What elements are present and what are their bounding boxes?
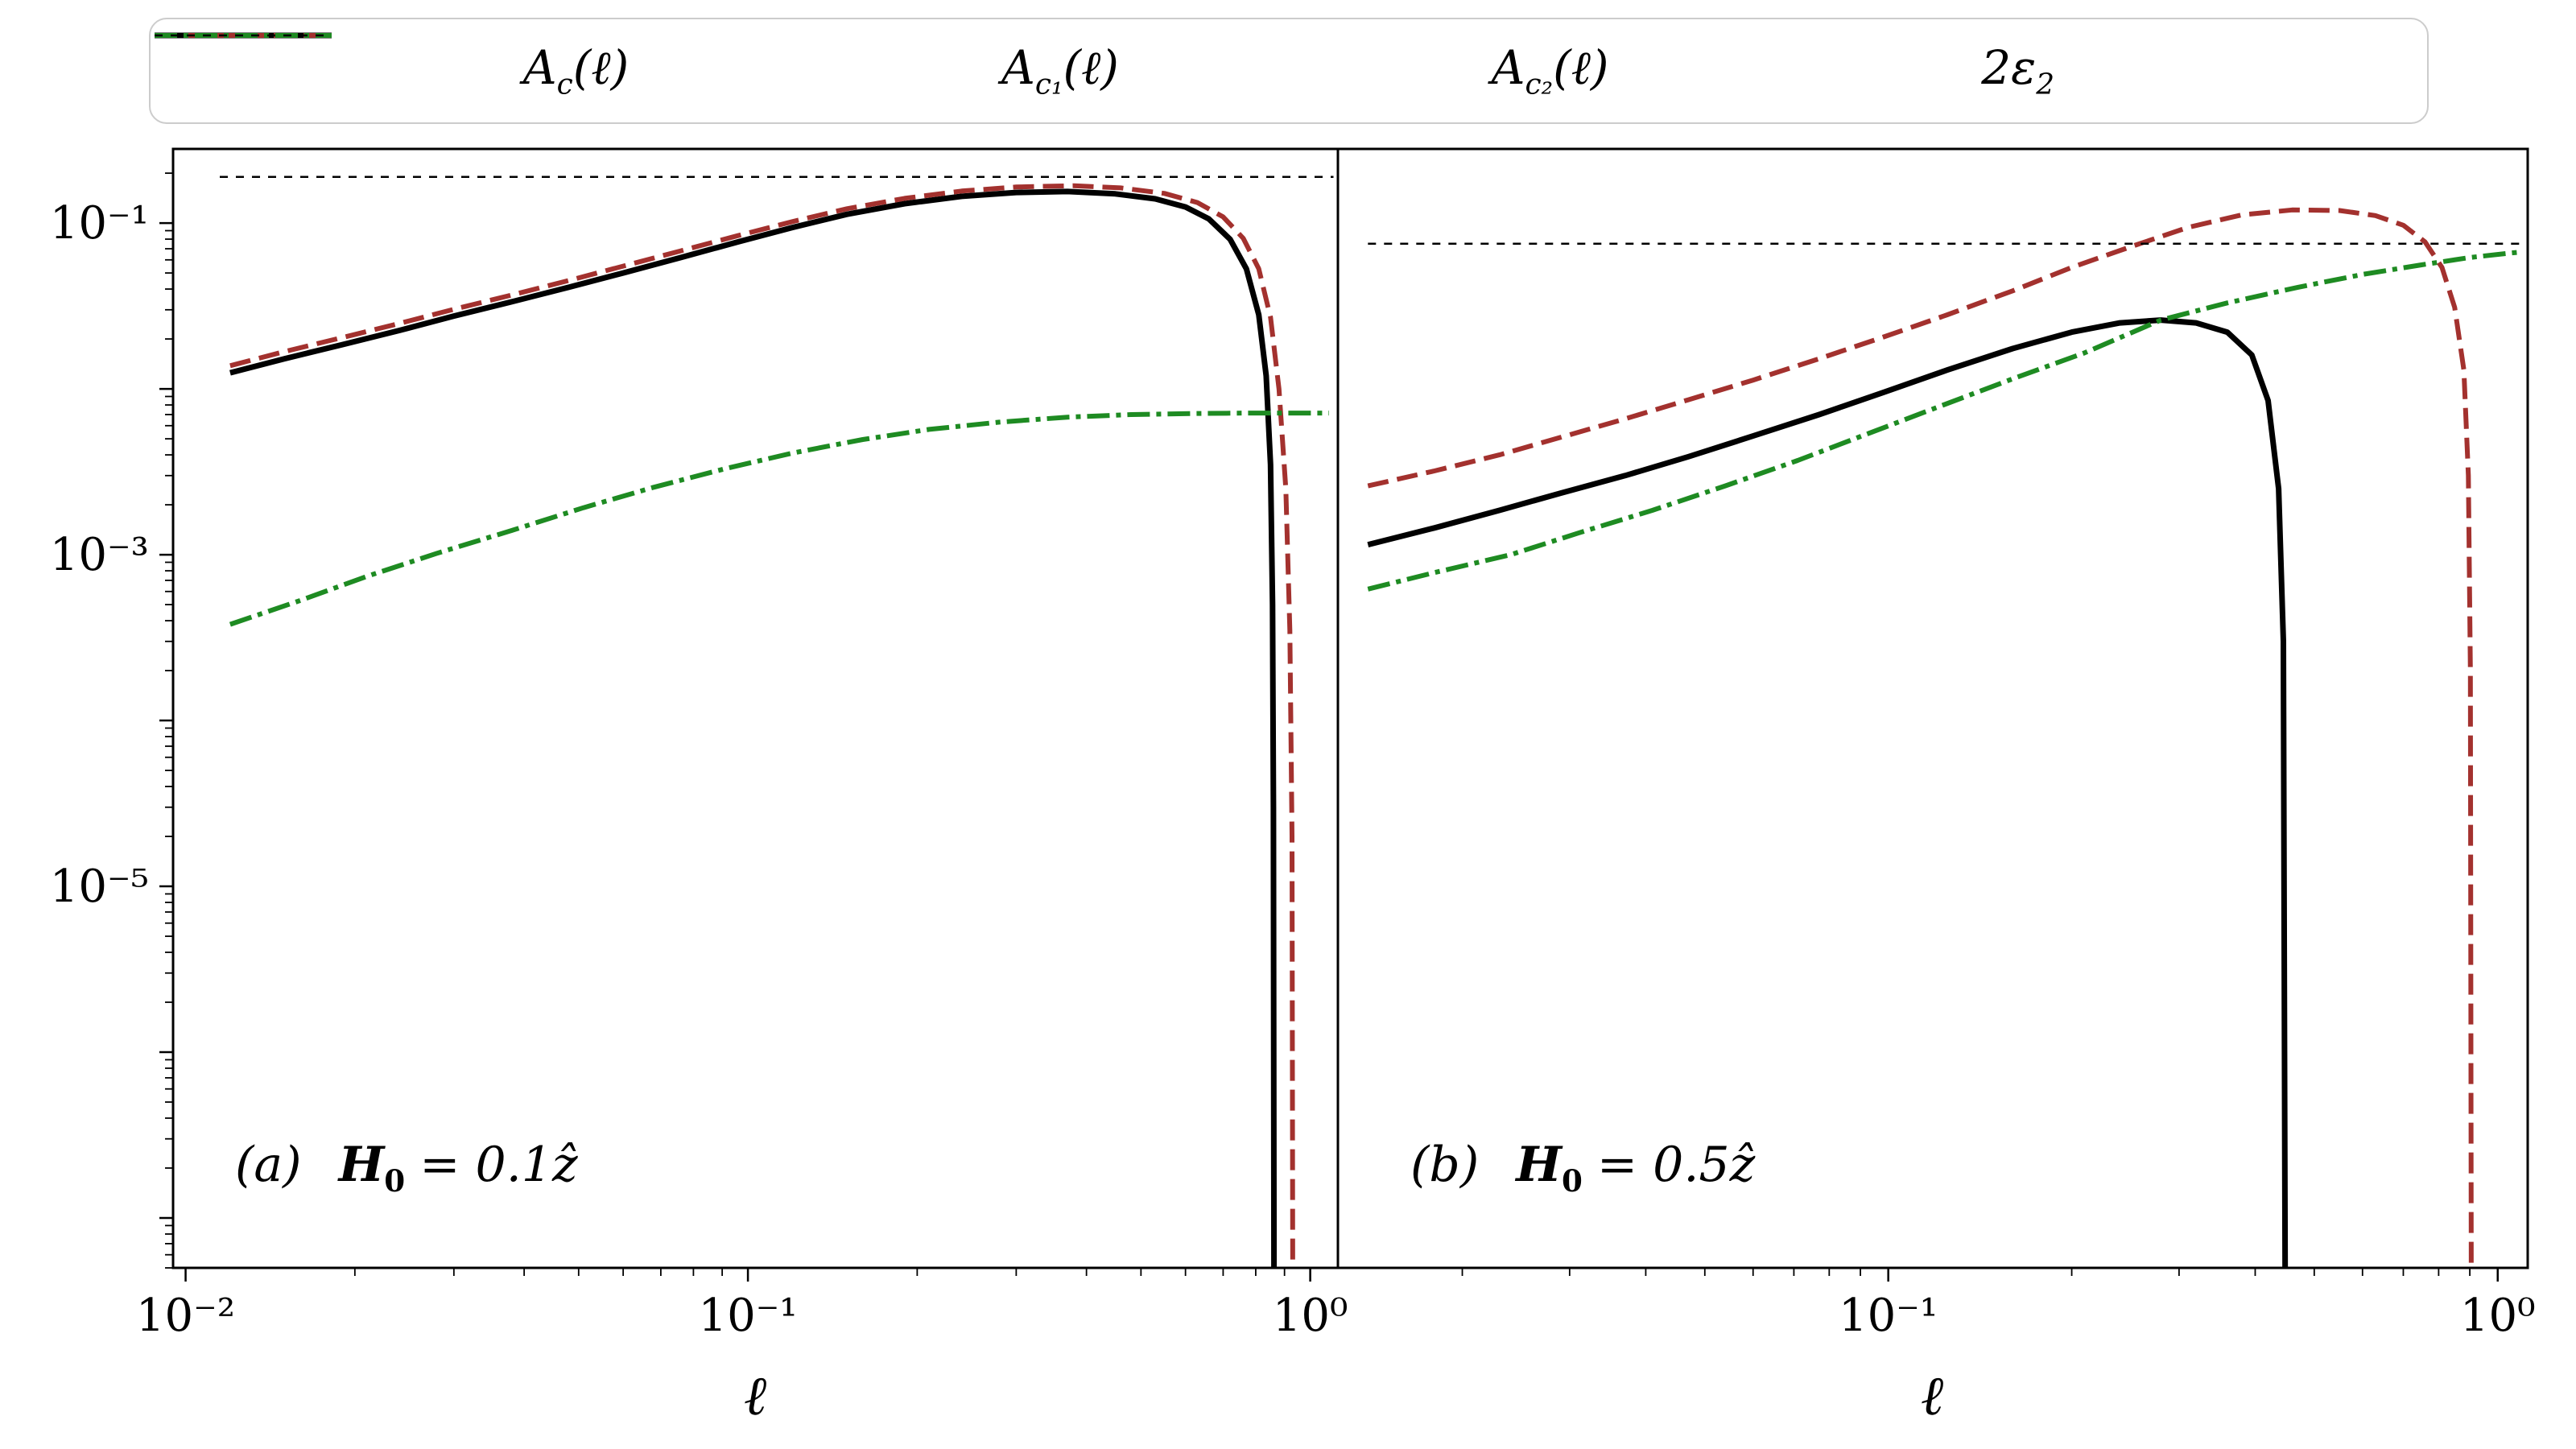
legend-line-sample-2eps2 — [155, 34, 332, 37]
panel-b-index: (b) — [1410, 1137, 1480, 1193]
panel-b-xlabel: ℓ — [1920, 1364, 1944, 1428]
H0-value-b: = 0.5ẑ — [1596, 1137, 1756, 1193]
x-tick-label: 10⁻¹ — [698, 1290, 797, 1342]
legend-entry-Ac1: Ac₁(ℓ) — [155, 33, 1119, 101]
panel-a-frame — [171, 147, 1340, 1269]
panel-b: 10⁻¹ 10⁰ — [1336, 147, 2536, 1342]
series-Ac2-b — [1367, 249, 2524, 592]
x-tick-label: 10⁰ — [1273, 1290, 1348, 1342]
series-Ac2-a — [229, 411, 1329, 627]
legend-label-Ac1: Ac₁(ℓ) — [1001, 40, 1119, 101]
legend-entry-Ac: Ac(ℓ) — [155, 32, 630, 101]
y-tick-label: 10⁻¹ — [50, 197, 149, 250]
panel-a-xlabel: ℓ — [743, 1364, 767, 1428]
legend-label-Ac: Ac(ℓ) — [522, 40, 630, 101]
legend-label-2eps2: 2ε2 — [1981, 40, 2055, 101]
legend-line-sample-Ac2 — [155, 33, 332, 38]
y-tick-label: 10⁻⁵ — [50, 861, 149, 913]
x-tick-label: 10⁰ — [2460, 1290, 2536, 1342]
series-Ac-a — [229, 188, 1278, 1268]
H0-value-a: = 0.1ẑ — [419, 1137, 578, 1193]
H0-vector-b: H0 — [1516, 1137, 1583, 1199]
x-tick-label: 10⁻¹ — [1839, 1290, 1938, 1342]
panel-a-annotation: (a) H0 = 0.1ẑ — [235, 1137, 578, 1199]
panel-a-series — [220, 175, 1334, 1268]
panel-a: 10⁻² 10⁻¹ 10⁰ 10⁻⁵ 10⁻³ 10⁻¹ — [50, 147, 1348, 1342]
legend-entry-2eps2: 2ε2 — [155, 34, 2055, 101]
panel-a-index: (a) — [235, 1137, 302, 1193]
legend: Ac(ℓ) Ac₁(ℓ) Ac₂(ℓ) 2ε2 — [149, 18, 2429, 124]
panel-b-series — [1367, 207, 2524, 1268]
panel-b-annotation: (b) H0 = 0.5ẑ — [1410, 1137, 1755, 1199]
panel-b-frame — [1336, 147, 2529, 1269]
legend-entry-Ac2: Ac₂(ℓ) — [155, 33, 1609, 101]
series-Ac1-b — [1367, 207, 2474, 1268]
y-tick-label: 10⁻³ — [50, 529, 149, 581]
series-Ac-b — [1367, 317, 2289, 1268]
series-Ac1-a — [229, 183, 1295, 1268]
H0-vector-a: H0 — [338, 1137, 406, 1199]
legend-label-Ac2: Ac₂(ℓ) — [1491, 40, 1609, 101]
x-tick-label: 10⁻² — [136, 1290, 235, 1342]
